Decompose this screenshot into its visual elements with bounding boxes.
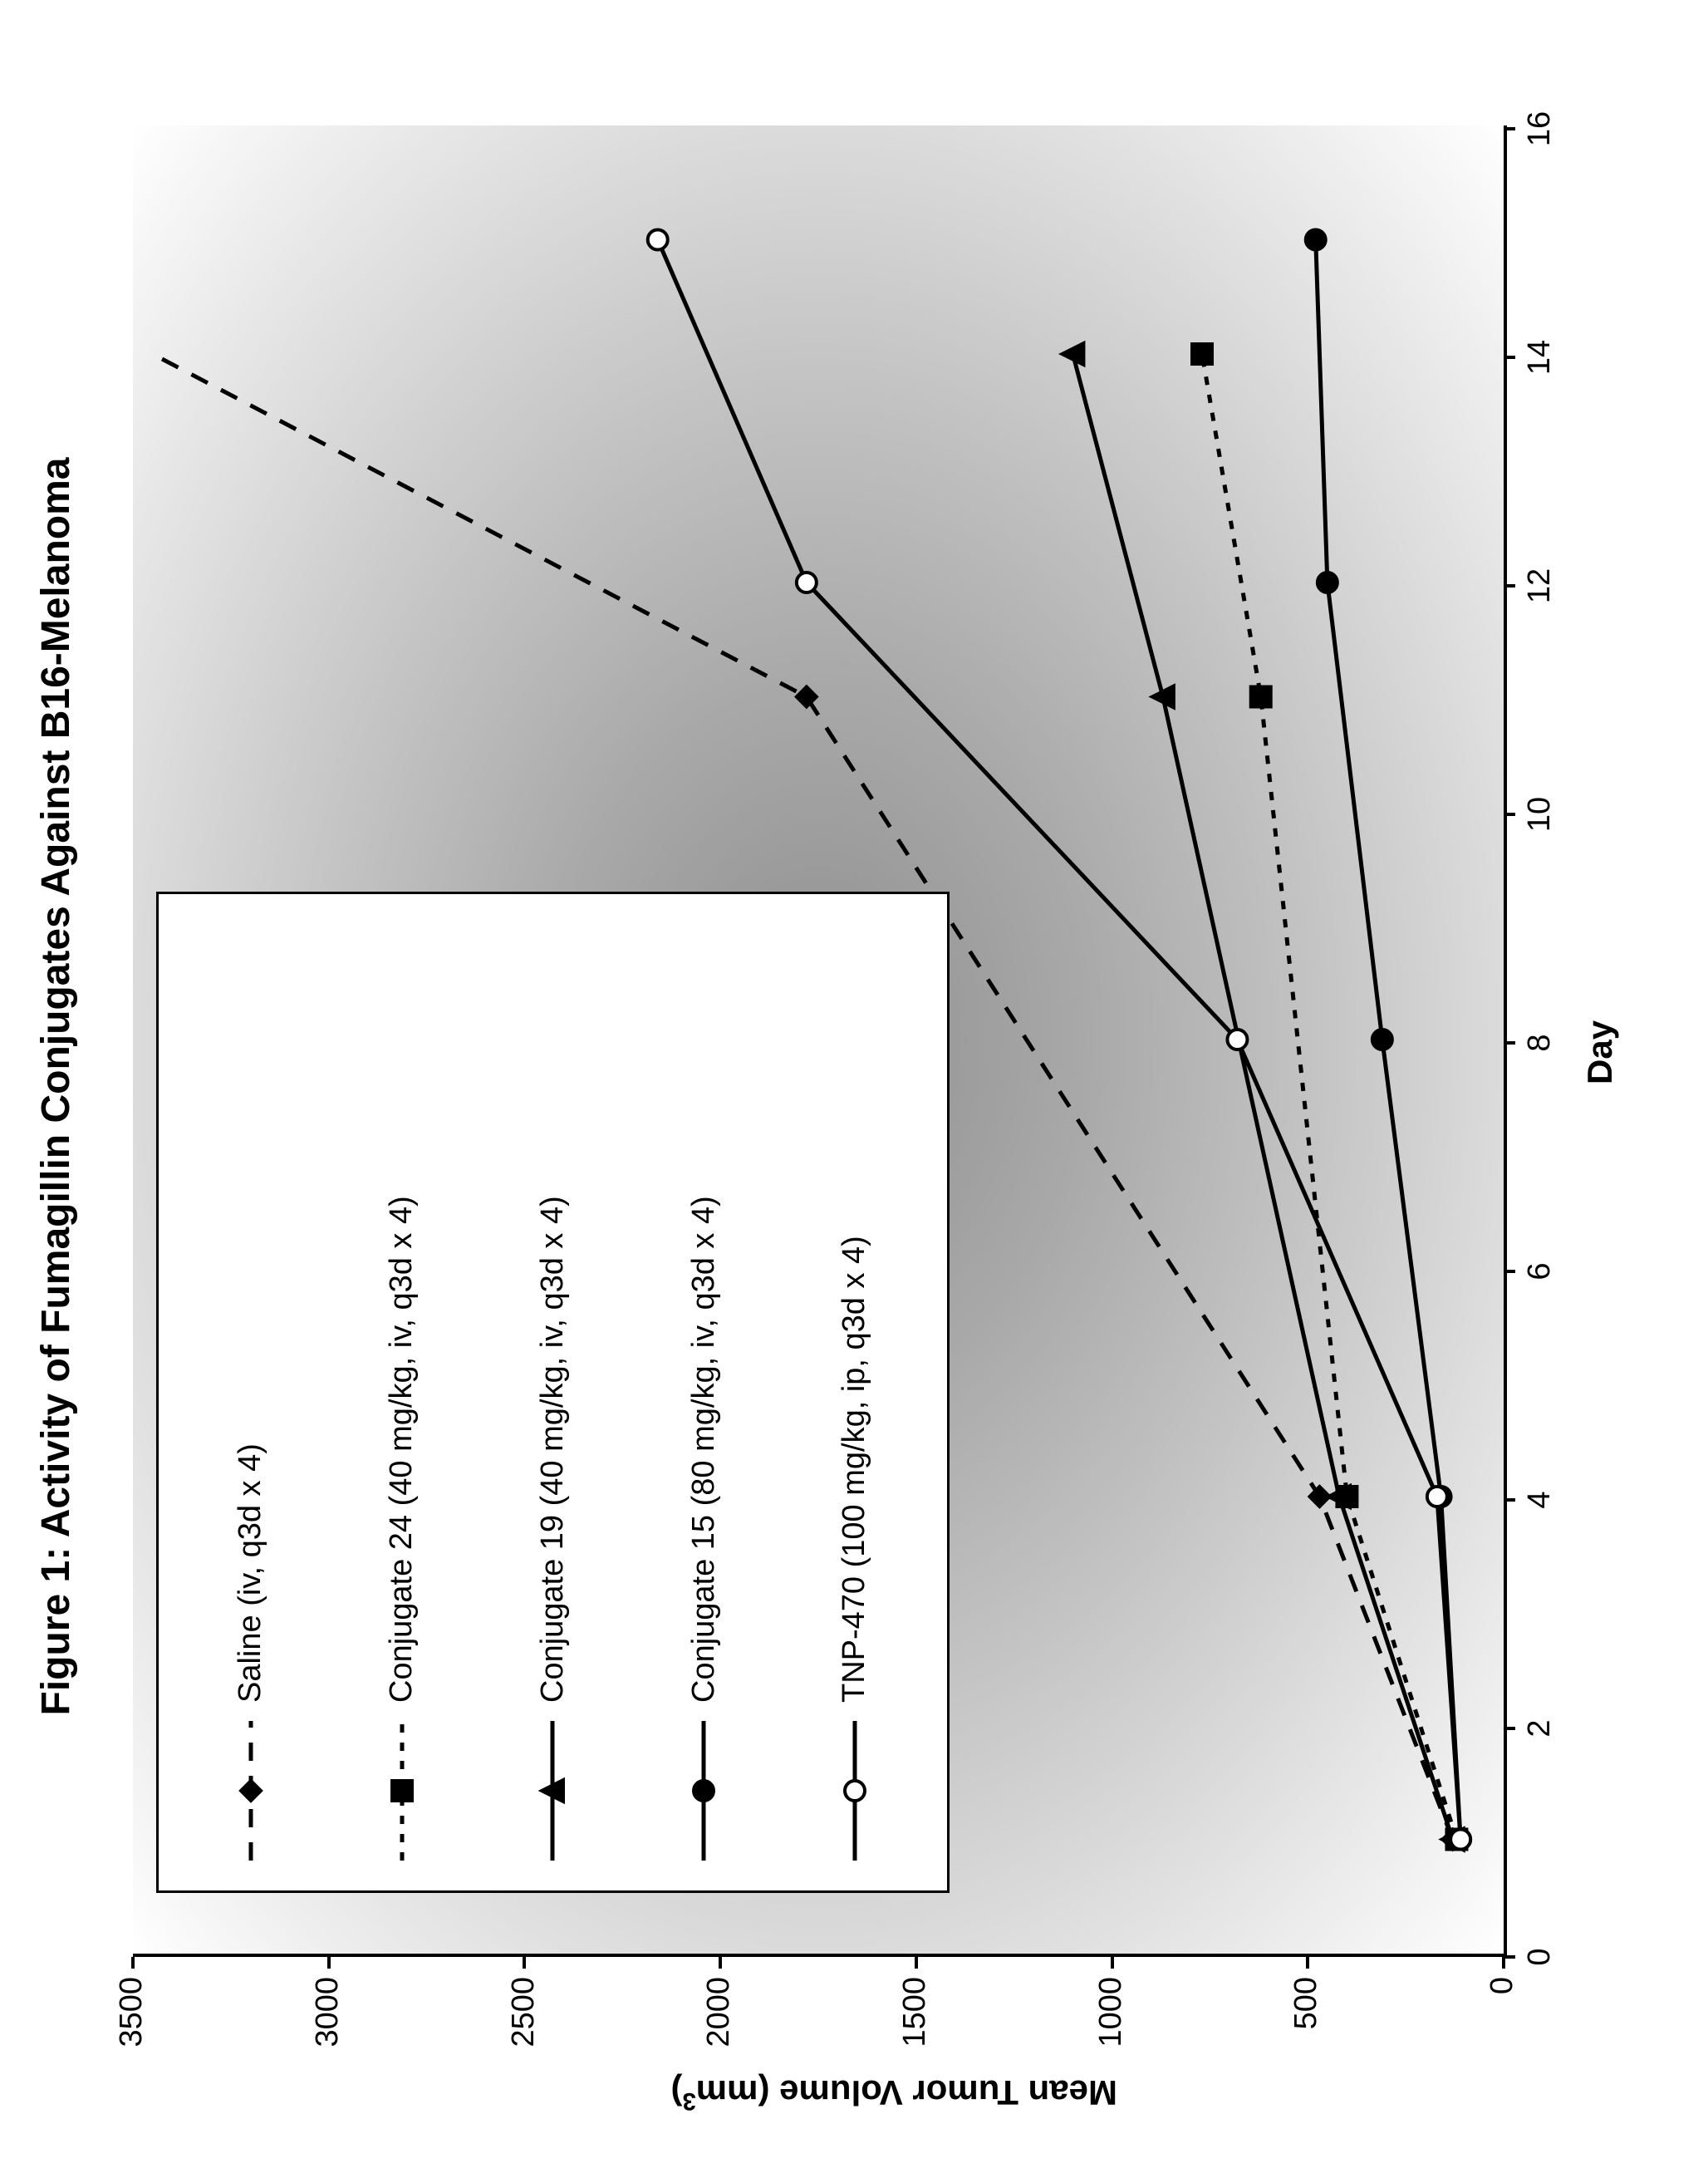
legend-label: Conjugate 15 (80 mg/kg, iv, q3d x 4) — [686, 919, 722, 1716]
y-tick-mark — [131, 1957, 135, 1969]
landscape-rotator: Figure 1: Activity of Fumagillin Conjuga… — [0, 0, 1708, 2173]
y-tick-label: 3000 — [310, 1977, 346, 2085]
series-marker — [1251, 687, 1271, 707]
y-tick-mark — [1111, 1957, 1114, 1969]
page: Figure 1: Activity of Fumagillin Conjuga… — [0, 0, 1708, 2173]
x-tick-mark — [1504, 584, 1515, 587]
series-marker — [797, 573, 817, 592]
legend-label: Saline (iv, q3d x 4) — [233, 919, 268, 1716]
series-marker — [1372, 1030, 1392, 1050]
legend-swatch — [528, 1716, 577, 1866]
series-marker — [1450, 1830, 1470, 1850]
legend-row: TNP-470 (100 mg/kg, ip, q3d x 4) — [779, 894, 930, 1890]
legend-swatch — [377, 1716, 427, 1866]
legend-swatch — [226, 1716, 276, 1866]
x-tick-label: 4 — [1522, 1467, 1558, 1533]
x-tick-mark — [1504, 1498, 1515, 1502]
series-marker — [1306, 230, 1326, 250]
legend-label: TNP-470 (100 mg/kg, ip, q3d x 4) — [837, 919, 872, 1716]
legend-row: Saline (iv, q3d x 4) — [175, 894, 326, 1890]
series-marker — [1318, 573, 1337, 592]
series-marker — [797, 687, 817, 707]
x-tick-label: 2 — [1522, 1695, 1558, 1762]
x-axis-label: Day — [1580, 1020, 1620, 1084]
legend: Saline (iv, q3d x 4) Conjugate 24 (40 mg/… — [156, 892, 950, 1893]
legend-label: Conjugate 19 (40 mg/kg, iv, q3d x 4) — [535, 919, 571, 1716]
legend-swatch — [679, 1716, 729, 1866]
x-tick-label: 0 — [1522, 1924, 1558, 1990]
series-marker — [1192, 344, 1212, 364]
x-tick-label: 12 — [1522, 553, 1558, 619]
x-tick-mark — [1504, 1041, 1515, 1045]
legend-row: Conjugate 19 (40 mg/kg, iv, q3d x 4) — [478, 894, 629, 1890]
y-tick-label: 3500 — [114, 1977, 150, 2085]
chart-title: Figure 1: Activity of Fumagillin Conjuga… — [33, 0, 79, 2173]
y-tick-label: 1500 — [897, 1977, 933, 2085]
legend-row: Conjugate 15 (80 mg/kg, iv, q3d x 4) — [628, 894, 779, 1890]
chart-area: Figure 1: Activity of Fumagillin Conjuga… — [0, 0, 1708, 2173]
y-tick-label: 1000 — [1093, 1977, 1129, 2085]
x-tick-mark — [1504, 1727, 1515, 1730]
x-tick-label: 14 — [1522, 324, 1558, 391]
legend-swatch — [830, 1716, 880, 1866]
x-tick-mark — [1504, 1270, 1515, 1273]
series-marker — [648, 230, 668, 250]
y-tick-mark — [1306, 1957, 1309, 1969]
x-tick-label: 16 — [1522, 96, 1558, 162]
x-tick-mark — [1504, 813, 1515, 816]
y-tick-label: 2000 — [701, 1977, 737, 2085]
legend-label: Conjugate 24 (40 mg/kg, iv, q3d x 4) — [384, 919, 420, 1716]
legend-row: Conjugate 24 (40 mg/kg, iv, q3d x 4) — [326, 894, 478, 1890]
x-tick-mark — [1504, 127, 1515, 130]
x-tick-mark — [1504, 356, 1515, 359]
x-tick-label: 8 — [1522, 1010, 1558, 1076]
x-tick-label: 6 — [1522, 1238, 1558, 1305]
y-tick-mark — [523, 1957, 526, 1969]
y-tick-mark — [1502, 1957, 1505, 1969]
series-marker — [1227, 1030, 1247, 1050]
x-tick-mark — [1504, 1955, 1515, 1959]
y-tick-label: 500 — [1288, 1977, 1324, 2085]
series-marker — [1427, 1487, 1447, 1507]
y-axis-label: Mean Tumor Volume (mm3) — [670, 2072, 1117, 2115]
y-tick-mark — [719, 1957, 722, 1969]
x-tick-label: 10 — [1522, 781, 1558, 848]
y-tick-mark — [327, 1957, 331, 1969]
y-tick-label: 0 — [1485, 1977, 1520, 2085]
y-tick-mark — [915, 1957, 918, 1969]
y-tick-label: 2500 — [506, 1977, 542, 2085]
